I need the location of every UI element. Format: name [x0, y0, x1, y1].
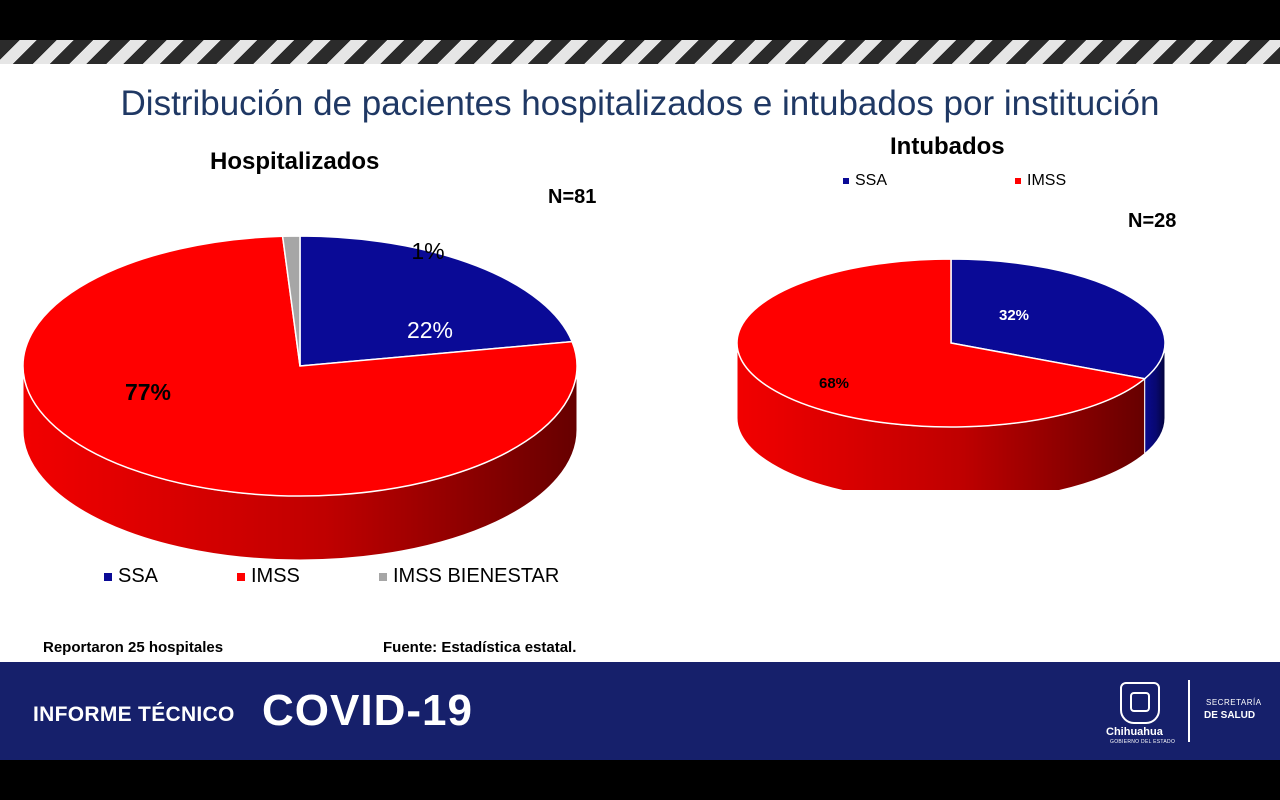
logo-divider	[1188, 680, 1190, 742]
legend-item-imss: IMSS	[237, 565, 300, 588]
department-line-2: DE SALUD	[1204, 710, 1256, 721]
legend-label: IMSS	[1027, 172, 1067, 189]
department-line-1: SECRETARÍA	[1206, 698, 1262, 707]
hospitalizados-chart-title: Hospitalizados	[210, 148, 380, 175]
legend-label: IMSS	[251, 565, 300, 587]
hospitalizados-n-label: N=81	[548, 186, 597, 208]
pie-slice-imss-bienestar	[281, 235, 301, 367]
data-label-ssa: 32%	[999, 307, 1029, 324]
pie-slice-imss	[22, 235, 578, 497]
legend-swatch	[104, 572, 112, 581]
legend-item-imss: IMSS	[1015, 172, 1066, 190]
slide: Distribución de pacientes hospitalizados…	[0, 40, 1280, 760]
hospitalizados-pie-chart: 22% 77% 1%	[22, 235, 578, 561]
report-label: INFORME TÉCNICO	[33, 703, 235, 726]
pie-slice-imss	[736, 258, 1147, 428]
legend-label: SSA	[118, 565, 159, 587]
source-note: Fuente: Estadística estatal.	[383, 639, 577, 656]
footer-banner: INFORME TÉCNICO COVID-19 Chihuahua GOBIE…	[0, 662, 1280, 760]
legend-swatch	[379, 572, 387, 581]
intubados-n-label: N=28	[1128, 210, 1177, 232]
state-seal-icon	[1120, 682, 1160, 724]
legend-swatch	[843, 178, 849, 184]
legend-label: IMSS BIENESTAR	[393, 565, 560, 587]
covid-label: COVID-19	[262, 686, 473, 735]
state-subtitle: GOBIERNO DEL ESTADO	[1110, 739, 1176, 745]
hospitals-note: Reportaron 25 hospitales	[43, 639, 224, 656]
legend-item-ssa: SSA	[843, 172, 887, 190]
legend-swatch	[1015, 178, 1021, 184]
legend-item-imss-bienestar: IMSS BIENESTAR	[379, 565, 559, 588]
data-label-ssa: 22%	[407, 317, 453, 343]
legend-item-ssa: SSA	[104, 565, 158, 588]
data-label-imss-bienestar: 1%	[411, 238, 444, 264]
pie-slice-ssa	[950, 258, 1166, 380]
data-label-imss: 68%	[819, 375, 849, 392]
slide-title: Distribución de pacientes hospitalizados…	[120, 84, 1160, 123]
hazard-stripe-band	[0, 40, 1280, 64]
data-label-imss: 77%	[125, 379, 171, 405]
legend-label: SSA	[855, 172, 888, 189]
pie-slice-ssa	[299, 235, 574, 367]
intubados-chart-title: Intubados	[890, 133, 1005, 160]
state-name: Chihuahua	[1106, 726, 1163, 738]
intubados-pie-chart: 32% 68%	[736, 258, 1166, 490]
legend-swatch	[237, 572, 245, 581]
